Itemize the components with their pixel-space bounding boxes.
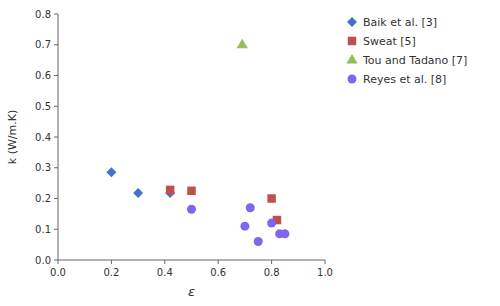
y-axis-label: k (W/m.K) [6, 110, 19, 164]
point [166, 186, 175, 195]
tick-label: 0.6 [35, 70, 51, 81]
x-axis-line [58, 260, 325, 261]
series [237, 39, 248, 49]
tick-label: 0.0 [50, 267, 66, 278]
legend-label: Sweat [5] [363, 35, 416, 48]
legend-marker [346, 54, 357, 64]
point [187, 187, 196, 196]
series [166, 186, 281, 225]
tick-mark [271, 260, 272, 264]
tick-label: 0.2 [35, 193, 51, 204]
tick-label: 0.0 [35, 255, 51, 266]
tick-label: 0.8 [35, 9, 51, 20]
y-axis-line [58, 14, 59, 260]
point [240, 222, 249, 231]
tick-label: 0.1 [35, 224, 51, 235]
tick-label: 0.8 [264, 267, 280, 278]
tick-label: 1.0 [317, 267, 333, 278]
point [237, 39, 248, 49]
point [254, 237, 263, 246]
legend-marker [347, 17, 357, 27]
point [280, 229, 289, 238]
tick-mark [54, 14, 58, 15]
tick-mark [54, 198, 58, 199]
tick-mark [54, 260, 58, 261]
point [267, 194, 276, 203]
point [267, 219, 276, 228]
point [187, 205, 196, 214]
legend-marker [348, 37, 357, 46]
tick-mark [54, 167, 58, 168]
series [106, 167, 175, 198]
chart: 0.0 0.1 0.2 0.3 0.4 0.5 0.6 0.7 0.8 0.0 0.2 0.4 0.6 0… [0, 0, 500, 306]
tick-mark [325, 260, 326, 264]
axes: 0.0 0.1 0.2 0.3 0.4 0.5 0.6 0.7 0.8 0.0 0.2 0.4 0.6 0… [35, 9, 333, 279]
tick-label: 0.6 [210, 267, 226, 278]
tick-label: 0.4 [35, 132, 51, 143]
x-axis-label: ε [188, 284, 195, 299]
tick-label: 0.4 [157, 267, 173, 278]
tick-mark [111, 260, 112, 264]
tick-label: 0.5 [35, 101, 51, 112]
legend: Baik et al. [3] Sweat [5] Tou and Tadano [… [346, 16, 467, 86]
tick-mark [54, 75, 58, 76]
tick-mark [164, 260, 165, 264]
series [187, 203, 289, 246]
point [106, 167, 116, 177]
point [133, 188, 143, 198]
points [106, 39, 289, 246]
tick-label: 0.7 [35, 39, 51, 50]
legend-label: Reyes et al. [8] [363, 73, 446, 86]
tick-mark [54, 229, 58, 230]
tick-mark [58, 260, 59, 264]
point [246, 203, 255, 212]
tick-label: 0.2 [103, 267, 119, 278]
legend-label: Tou and Tadano [7] [362, 54, 467, 67]
tick-mark [54, 137, 58, 138]
tick-label: 0.3 [35, 162, 51, 173]
tick-mark [54, 44, 58, 45]
tick-mark [54, 106, 58, 107]
tick-mark [218, 260, 219, 264]
legend-marker [348, 75, 357, 84]
legend-label: Baik et al. [3] [363, 16, 437, 29]
